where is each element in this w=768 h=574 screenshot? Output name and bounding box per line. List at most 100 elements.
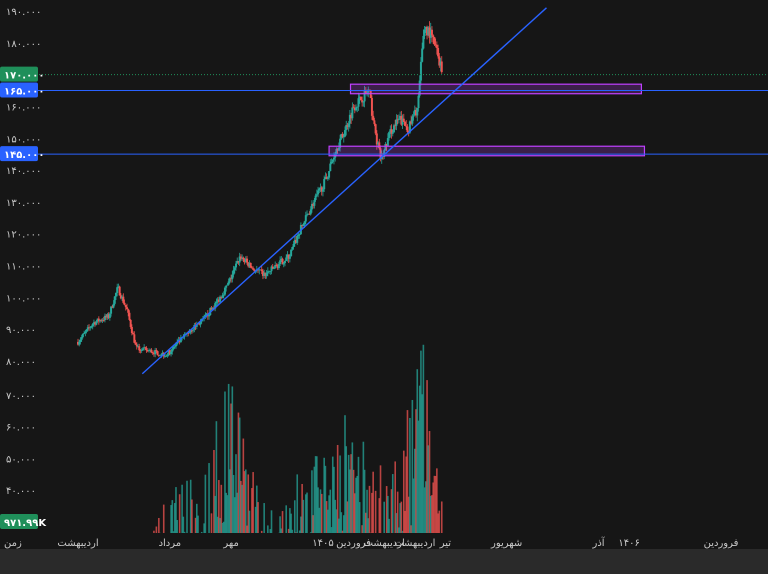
candle-body — [340, 134, 343, 139]
price-tick-label: ۱۶۰.۰۰۰ — [6, 102, 41, 113]
volume-bar — [421, 394, 423, 533]
candle-body — [408, 121, 411, 133]
volume-bar — [399, 503, 401, 533]
candle-body — [286, 254, 289, 258]
candle-body — [271, 266, 274, 269]
candle-body — [361, 100, 364, 103]
candle-body — [241, 257, 244, 259]
candle-body — [357, 98, 360, 107]
candle-body — [427, 27, 430, 36]
candle-body — [385, 143, 388, 146]
volume-bar — [431, 495, 433, 533]
volume-bar — [410, 525, 412, 533]
candle-body — [152, 352, 155, 355]
candle-body — [290, 249, 293, 257]
candle-body — [113, 296, 116, 304]
candle-body — [226, 284, 229, 286]
volume-bar — [318, 507, 321, 533]
candle-body — [343, 130, 346, 137]
candle-body — [114, 292, 117, 297]
volume-bar — [227, 383, 230, 533]
candle-body — [149, 349, 152, 351]
candle-body — [421, 48, 424, 62]
candle-body — [270, 266, 273, 272]
candle-body — [429, 29, 432, 38]
volume-bar — [216, 516, 219, 533]
volume-bar — [197, 515, 199, 533]
candle-body — [389, 129, 392, 133]
candle-body — [247, 262, 250, 267]
volume-bar — [219, 518, 221, 533]
candle-body — [192, 329, 195, 331]
volume-bar — [213, 450, 215, 533]
candle-body — [259, 269, 262, 271]
candle-body — [277, 264, 280, 269]
candle-body — [276, 265, 279, 269]
candle-body — [315, 194, 318, 196]
candle-body — [339, 138, 342, 148]
volume-bar — [314, 456, 317, 533]
candle-body — [107, 314, 110, 318]
volume-bar — [229, 469, 231, 533]
candle-body — [302, 224, 305, 227]
candle-body — [416, 108, 419, 116]
candle-body — [222, 294, 225, 296]
volume-bar — [415, 409, 417, 533]
candle-body — [105, 315, 108, 318]
volume-bar — [171, 500, 174, 533]
volume-bar — [391, 474, 394, 533]
candle-body — [135, 344, 138, 347]
volume-bar — [402, 450, 405, 533]
volume-bar — [335, 509, 338, 533]
candle-body — [367, 89, 370, 93]
volume-bar — [236, 492, 239, 533]
volume-bar — [387, 495, 389, 533]
volume-bar — [367, 518, 370, 533]
time-tick-label: فروردین — [704, 538, 739, 549]
volume-bar — [396, 491, 399, 533]
volume-bar — [394, 461, 397, 533]
current-volume-badge-bg — [0, 514, 38, 529]
candle-body — [405, 125, 408, 127]
volume-bar — [411, 399, 414, 533]
volume-bar — [395, 513, 398, 533]
volume-bar — [254, 506, 257, 533]
candle-body — [188, 332, 191, 334]
candle-body — [325, 177, 328, 179]
candle-body — [268, 271, 271, 273]
candle-body — [301, 224, 304, 227]
candle-body — [242, 257, 245, 260]
volume-bar — [347, 454, 350, 533]
volume-bars — [153, 344, 443, 533]
volume-bar — [330, 527, 333, 533]
candle-body — [285, 257, 288, 261]
volume-bar — [323, 457, 325, 533]
candle-body — [97, 318, 100, 322]
candle-body — [418, 80, 421, 96]
volume-bar — [325, 501, 328, 533]
candle-body — [130, 326, 133, 334]
volume-bar — [340, 512, 343, 533]
volume-bar — [224, 391, 226, 533]
volume-bar — [293, 500, 296, 533]
candle-body — [161, 352, 164, 355]
volume-bar — [170, 505, 172, 533]
volume-bar — [231, 386, 234, 533]
candle-body — [426, 26, 429, 36]
candle-body — [95, 321, 98, 325]
volume-bar — [320, 493, 323, 533]
volume-bar — [429, 495, 432, 533]
candle-body — [252, 268, 255, 270]
volume-bar — [289, 508, 291, 533]
candle-body — [263, 272, 266, 276]
candle-body — [395, 119, 398, 126]
candle-body — [134, 342, 137, 345]
volume-bar — [208, 463, 210, 533]
level-badge: ۱۴۵.۰۰۰ — [4, 150, 44, 161]
volume-bar — [260, 530, 263, 533]
candle-body — [90, 326, 93, 328]
candle-body — [394, 125, 397, 127]
candle-body — [304, 215, 307, 222]
price-tick-label: ۸۰.۰۰۰ — [6, 357, 36, 368]
